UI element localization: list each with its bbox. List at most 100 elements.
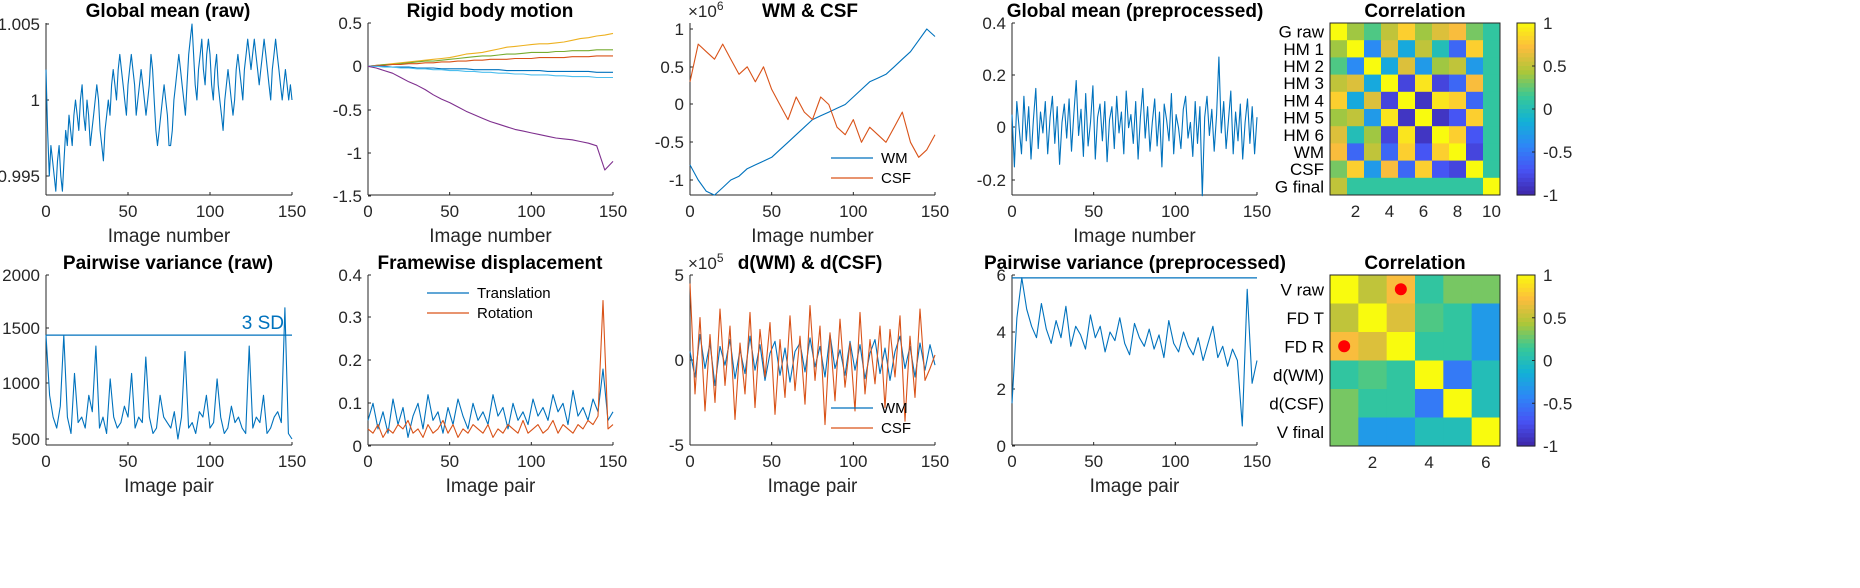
- x-tick-label: 150: [1243, 452, 1271, 471]
- colorbar-segment: [1517, 360, 1535, 366]
- colorbar-segment: [1517, 275, 1535, 280]
- heatmap-cell: [1432, 74, 1450, 93]
- x-tick-label: 150: [1243, 202, 1271, 221]
- heatmap-cell: [1443, 303, 1473, 333]
- heatmap-cell: [1415, 275, 1444, 304]
- colorbar-segment: [1517, 309, 1535, 315]
- series-line-6: [367, 65, 614, 171]
- heatmap-cell: [1432, 23, 1450, 41]
- panel-global-mean-raw: Global mean (raw) Image number 0 50 100 150 0.…: [0, 1, 306, 247]
- y-tick-label: 0.2: [338, 351, 362, 370]
- x-tick-label: 0: [685, 452, 694, 471]
- panel-title: Correlation: [1364, 253, 1465, 274]
- colorbar-segment: [1517, 31, 1535, 37]
- legend-entry: WM: [881, 400, 908, 417]
- x-tick-label: 50: [1084, 452, 1103, 471]
- row-label: HM 4: [1283, 91, 1324, 110]
- heatmap-cell: [1415, 126, 1433, 144]
- heatmap-cell: [1398, 40, 1416, 58]
- legend-entry: CSF: [881, 420, 911, 437]
- x-tick-label: 100: [839, 202, 867, 221]
- x-tick-label: 100: [196, 452, 224, 471]
- colorbar-segment: [1517, 40, 1535, 46]
- heatmap-cell: [1364, 57, 1382, 76]
- series-line-1: [1011, 277, 1258, 427]
- series-line-2: [367, 300, 614, 438]
- x-tick-label: 50: [762, 202, 781, 221]
- panel-title: Pairwise variance (raw): [63, 253, 273, 274]
- heatmap-cell: [1466, 143, 1484, 162]
- heatmap-cell: [1443, 332, 1473, 361]
- heatmap-cell: [1415, 40, 1433, 58]
- colorbar-segment: [1517, 369, 1535, 374]
- y-tick-label: 4: [997, 323, 1006, 342]
- x-tick-label: 150: [921, 452, 949, 471]
- heatmap-cell: [1330, 389, 1359, 418]
- colorbar-segment: [1517, 317, 1535, 323]
- colorbar-segment: [1517, 96, 1535, 101]
- row-label: FD R: [1284, 337, 1324, 356]
- colorbar-segment: [1517, 53, 1535, 58]
- x-axis-label: Image pair: [446, 476, 536, 497]
- heatmap-cell: [1466, 177, 1484, 196]
- heatmap-cell: [1466, 109, 1484, 127]
- significance-marker: [1394, 283, 1407, 296]
- row-label: HM 5: [1283, 109, 1324, 128]
- row-label: d(CSF): [1269, 394, 1324, 413]
- heatmap-cell: [1415, 177, 1433, 196]
- x-tick-label: 50: [119, 202, 138, 221]
- colorbar-segment: [1517, 186, 1535, 192]
- colorbar-segment: [1517, 322, 1535, 327]
- heatmap-cell: [1347, 177, 1365, 196]
- colorbar-segment: [1517, 35, 1535, 41]
- heatmap-cell: [1358, 389, 1388, 418]
- heatmap-cell: [1471, 275, 1501, 304]
- heatmap-cell: [1449, 143, 1467, 162]
- colorbar-segment: [1517, 66, 1535, 71]
- x-tick-label: 0: [41, 202, 50, 221]
- colorbar-segment: [1517, 83, 1535, 89]
- x-tick-label: 4: [1385, 202, 1394, 221]
- y-tick-label: 0: [997, 437, 1006, 456]
- colorbar-segment: [1517, 304, 1535, 310]
- panel-pairwise-variance-raw: Pairwise variance (raw) Image pair 0 50 100 1…: [2, 253, 306, 497]
- colorbar-segment: [1517, 411, 1535, 417]
- y-tick-label: -5: [669, 436, 684, 455]
- row-label: d(WM): [1273, 366, 1324, 385]
- heatmap-cell: [1443, 417, 1473, 447]
- colorbar-segment: [1517, 121, 1535, 127]
- heatmap-cell: [1381, 74, 1399, 93]
- panel-wm-csf: WM & CSF Image number 0 50 100 150 1 0.5 0 -0.5 -1…: [655, 0, 949, 247]
- y-tick-label: 0: [675, 95, 684, 114]
- x-tick-label: 100: [1161, 452, 1189, 471]
- heatmap-cell: [1330, 57, 1348, 76]
- x-tick-label: 150: [599, 202, 627, 221]
- heatmap-cell: [1466, 160, 1484, 179]
- panel-rigid-body-motion: Rigid body motion Image number 0 50 100 150 0.…: [333, 1, 627, 247]
- heatmap-cell: [1398, 91, 1416, 110]
- reference-line-label: 3 SD: [242, 313, 284, 334]
- colorbar-segment: [1517, 44, 1535, 50]
- series-line-5: [368, 65, 613, 79]
- heatmap-cell: [1398, 143, 1416, 162]
- series-line-1: [45, 307, 293, 440]
- heatmap-cell: [1364, 74, 1382, 93]
- heatmap-cell: [1330, 275, 1359, 304]
- heatmap-cell: [1330, 303, 1359, 333]
- row-label: FD T: [1287, 309, 1324, 328]
- colorbar-segment: [1517, 100, 1535, 106]
- colorbar-segment: [1517, 139, 1535, 144]
- heatmap-cell: [1364, 126, 1382, 144]
- x-tick-label: 0: [363, 452, 372, 471]
- heatmap-cell: [1432, 143, 1450, 162]
- x-tick-label: 150: [599, 452, 627, 471]
- heatmap-cell: [1449, 109, 1467, 127]
- series-line-3: [367, 55, 613, 67]
- heatmap-cell: [1471, 303, 1501, 333]
- heatmap-cell: [1471, 332, 1501, 361]
- colorbar-segment: [1517, 313, 1535, 319]
- colorbar-segment: [1517, 23, 1535, 28]
- heatmap-cell: [1415, 160, 1433, 179]
- colorbar-segment: [1517, 70, 1535, 76]
